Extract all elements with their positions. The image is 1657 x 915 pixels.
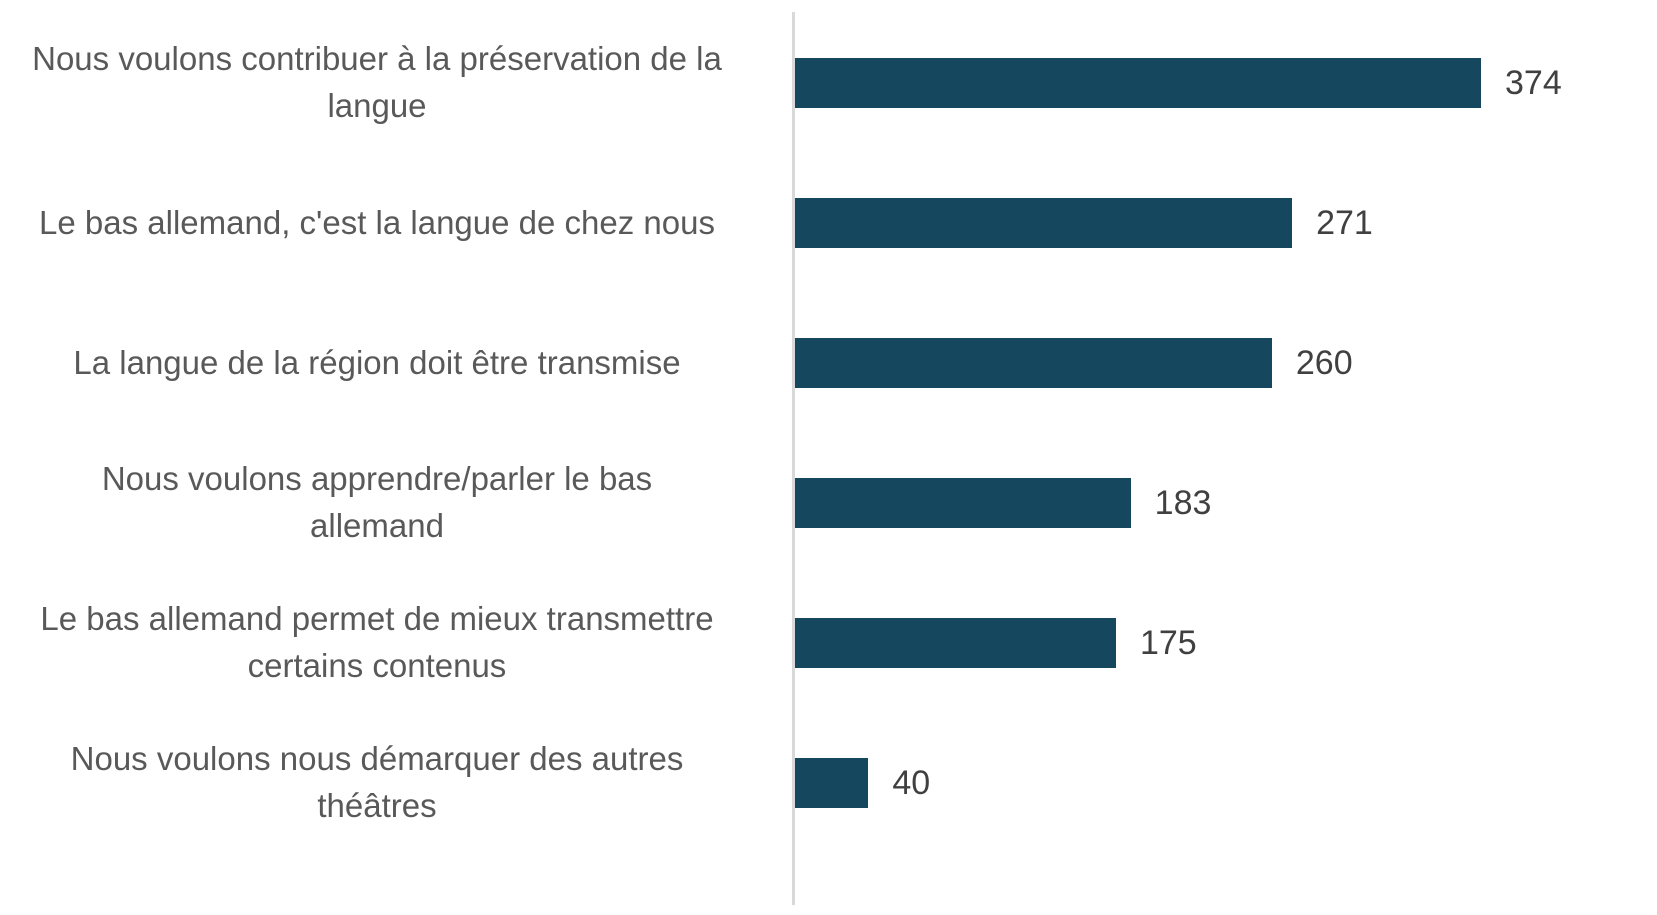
chart-row: La langue de la région doit être transmi…: [0, 292, 1657, 432]
category-label-line: La langue de la région doit être transmi…: [73, 343, 681, 381]
category-label-line: certains contenus: [247, 647, 507, 684]
category-label: Nous voulons contribuer à la préservatio…: [0, 12, 757, 152]
category-label-line: Nous voulons nous démarquer des autres: [70, 740, 684, 777]
category-label: Nous voulons nous démarquer des autres t…: [0, 712, 757, 852]
category-label-line: allemand: [310, 507, 444, 544]
category-label-line: Le bas allemand permet de mieux transmet…: [40, 600, 714, 637]
bar: [795, 758, 869, 808]
value-label: 271: [1316, 204, 1373, 242]
category-label: Le bas allemand, c'est la langue de chez…: [0, 152, 757, 292]
value-label: 260: [1295, 344, 1353, 382]
bar: [795, 618, 1116, 668]
category-label-line: théâtres: [317, 787, 437, 824]
category-label: La langue de la région doit être transmi…: [0, 292, 757, 432]
chart-row: Nous voulons nous démarquer des autres t…: [0, 712, 1657, 852]
category-label-line: Nous voulons apprendre/parler le bas: [101, 460, 653, 497]
value-label: 183: [1154, 484, 1212, 522]
value-label: 374: [1505, 64, 1562, 102]
chart-row: Le bas allemand, c'est la langue de chez…: [0, 152, 1657, 292]
bar: [795, 338, 1272, 388]
bar: [795, 58, 1481, 108]
category-label-line: Nous voulons contribuer à la préservatio…: [32, 40, 722, 77]
value-label: 175: [1139, 624, 1197, 662]
chart-row: Nous voulons apprendre/parler le bas all…: [0, 432, 1657, 572]
bar: [795, 478, 1131, 528]
category-label-line: langue: [327, 87, 427, 124]
bar: [795, 198, 1293, 248]
chart-row: Le bas allemand permet de mieux transmet…: [0, 572, 1657, 712]
value-label: 40: [892, 764, 931, 802]
category-label: Nous voulons apprendre/parler le bas all…: [0, 432, 757, 572]
category-label: Le bas allemand permet de mieux transmet…: [0, 572, 757, 712]
chart-row: Nous voulons contribuer à la préservatio…: [0, 12, 1657, 152]
category-axis-line: [792, 12, 795, 905]
category-label-line: Le bas allemand, c'est la langue de chez…: [39, 203, 715, 241]
